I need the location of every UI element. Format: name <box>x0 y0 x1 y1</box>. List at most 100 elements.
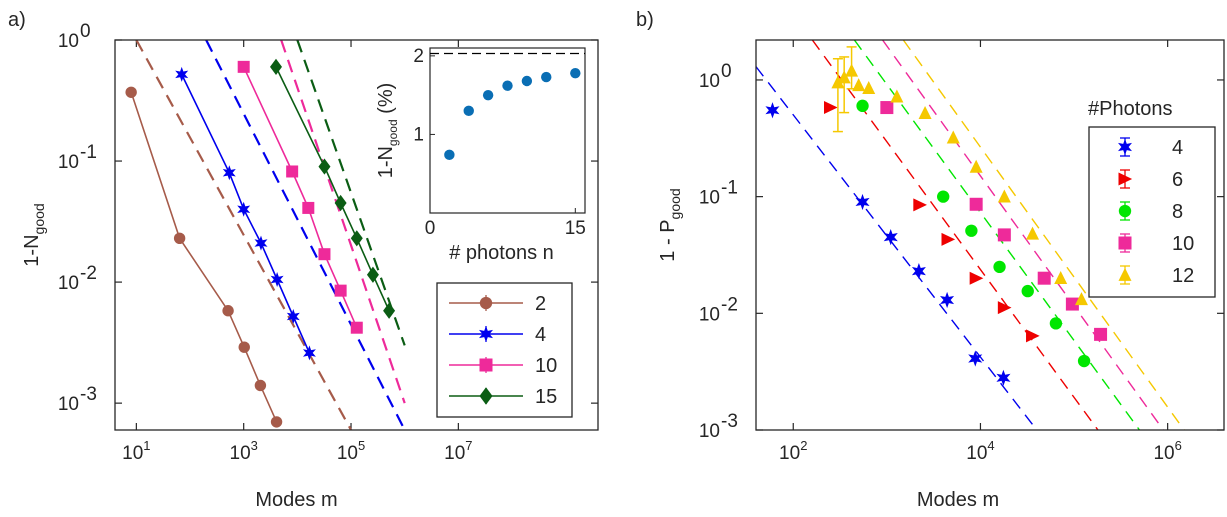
data-point <box>366 266 379 283</box>
data-point <box>254 235 268 251</box>
fit-line-8 <box>853 40 1141 430</box>
y-tick-label: 10 <box>58 273 79 294</box>
data-point <box>237 201 251 217</box>
data-point <box>125 86 137 98</box>
x-axis-label: Modes m <box>255 489 337 511</box>
data-point <box>823 101 838 115</box>
fit-line-10 <box>280 40 406 404</box>
inset-frame <box>429 47 586 214</box>
fit-line-2 <box>135 40 352 430</box>
data-point <box>254 379 267 392</box>
y-tick-exponent: -1 <box>80 142 97 163</box>
y-tick-exponent: -1 <box>721 178 738 199</box>
data-point <box>997 189 1011 203</box>
inset-data-point <box>570 67 581 79</box>
data-point <box>946 130 960 144</box>
data-point <box>968 350 983 367</box>
fit-line-12 <box>902 40 1185 430</box>
data-point <box>173 232 186 245</box>
data-point <box>1074 292 1088 306</box>
panel-label: a) <box>8 9 26 31</box>
inset-data-point <box>502 80 513 91</box>
inset-data-point <box>482 89 494 101</box>
data-point <box>1021 284 1034 298</box>
data-point <box>237 60 250 73</box>
y-tick-exponent: -3 <box>721 411 738 432</box>
data-point <box>222 165 236 181</box>
data-point <box>1026 226 1040 240</box>
series-line-2 <box>130 92 278 423</box>
inset-x-tick-label: 15 <box>565 218 586 239</box>
inset-y-axis-label: 1-Ngood (%) <box>375 83 400 179</box>
data-point <box>270 58 282 75</box>
y-tick-exponent: 0 <box>721 61 732 82</box>
plot-frame <box>755 39 1225 431</box>
series-line-10 <box>242 66 358 329</box>
series-line-15 <box>275 66 390 312</box>
y-tick-exponent: -2 <box>80 263 97 284</box>
legend-marker <box>479 387 493 405</box>
data-point <box>913 198 927 212</box>
y-tick-exponent: 0 <box>80 21 91 42</box>
x-tick-label: 106 <box>1153 438 1181 464</box>
data-point <box>334 284 347 297</box>
legend-marker <box>1118 138 1132 156</box>
legend-marker <box>479 325 493 343</box>
data-point <box>303 345 316 361</box>
inset-x-tick-label: 0 <box>425 218 436 239</box>
data-point <box>238 341 250 353</box>
y-tick-label: 10 <box>699 304 720 325</box>
x-tick-label: 105 <box>337 438 365 464</box>
fit-line-10 <box>881 40 1164 430</box>
data-point <box>1049 317 1063 330</box>
data-point <box>993 260 1006 274</box>
data-point <box>350 230 363 247</box>
data-point <box>222 305 234 317</box>
fit-line-15 <box>296 40 406 346</box>
legend-label: 8 <box>1172 201 1183 223</box>
data-point <box>969 159 983 173</box>
x-tick-label: 107 <box>444 438 472 464</box>
data-point <box>318 248 331 261</box>
data-point <box>862 81 876 95</box>
fit-line-6 <box>811 40 1099 430</box>
inset-data-point <box>541 71 552 83</box>
data-point <box>969 197 983 211</box>
data-point <box>883 229 898 246</box>
data-point <box>1065 297 1079 311</box>
data-point <box>996 369 1011 386</box>
data-point <box>856 99 869 113</box>
legend-marker <box>1118 236 1132 250</box>
legend-marker <box>1118 172 1133 186</box>
data-point <box>918 105 932 119</box>
inset-data-point <box>521 75 533 87</box>
data-point <box>765 102 780 119</box>
y-tick-label: 10 <box>699 188 720 209</box>
y-tick-exponent: -2 <box>721 294 738 315</box>
data-point <box>997 301 1012 315</box>
panel-label: b) <box>636 9 654 31</box>
data-point <box>852 78 866 92</box>
inset-y-tick-label: 1 <box>413 124 424 145</box>
legend-label: 6 <box>1172 169 1183 191</box>
data-point <box>383 302 396 319</box>
data-point <box>937 190 950 203</box>
legend-marker <box>1118 204 1132 218</box>
legend-marker <box>479 296 493 310</box>
data-point <box>940 291 955 309</box>
data-point <box>1026 329 1040 343</box>
x-tick-label: 102 <box>779 438 807 464</box>
legend-label: 10 <box>1172 233 1194 255</box>
data-point <box>318 158 331 175</box>
x-axis-label: Modes m <box>917 489 999 511</box>
legend-box <box>1088 126 1216 298</box>
data-point <box>270 416 283 428</box>
inset-data-point <box>444 149 455 161</box>
data-point <box>911 263 926 280</box>
data-point <box>334 194 347 212</box>
legend-label: 4 <box>535 324 546 346</box>
data-point <box>302 201 315 214</box>
y-axis-label: 1-Ngood <box>21 203 47 266</box>
